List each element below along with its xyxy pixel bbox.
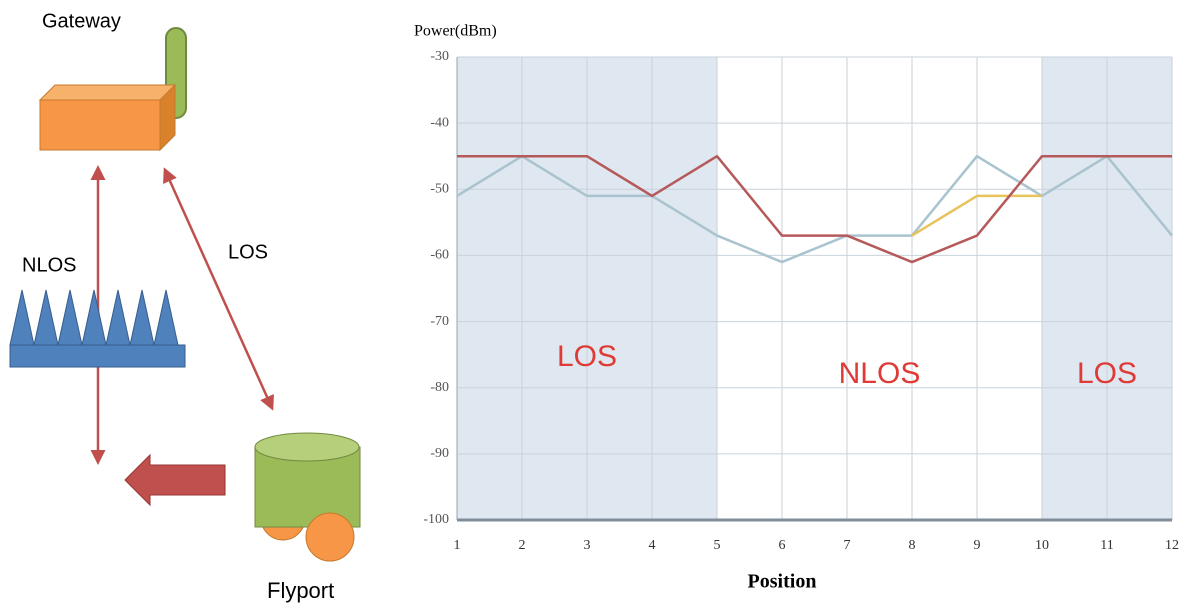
flyport-top <box>254 432 360 462</box>
gateway-top <box>38 84 177 101</box>
obstacle-base <box>9 344 186 368</box>
region-label: NLOS <box>839 357 921 390</box>
x-tick-label: 10 <box>1035 538 1049 553</box>
x-tick-label: 8 <box>909 538 916 553</box>
gateway-label: Gateway <box>42 10 121 32</box>
y-tick-label: -70 <box>430 314 449 329</box>
x-tick-label: 1 <box>454 538 461 553</box>
x-tick-label: 11 <box>1100 538 1113 553</box>
wheel <box>305 512 355 562</box>
region-label: LOS <box>557 340 617 373</box>
x-tick-label: 4 <box>649 538 656 553</box>
x-tick-label: 6 <box>779 538 786 553</box>
x-tick-label: 7 <box>844 538 851 553</box>
los-label: LOS <box>228 241 268 263</box>
diagram: Gateway NLOS LOS Flyport <box>9 10 361 603</box>
y-tick-label: -80 <box>430 380 449 395</box>
series-line <box>457 154 1172 264</box>
move-arrow <box>124 453 226 507</box>
obstacle-spikes <box>9 289 179 346</box>
nlos-label: NLOS <box>22 254 76 276</box>
flyport-label: Flyport <box>267 578 334 603</box>
x-tick-label: 12 <box>1165 538 1179 553</box>
x-axis-title: Position <box>748 571 817 593</box>
chart: Power(dBm) Position -30 -40 -50 -60 -70 -80 -9… <box>414 23 1179 593</box>
y-tick-label: -40 <box>430 115 449 130</box>
y-tick-label: -90 <box>430 446 449 461</box>
y-axis-title: Power(dBm) <box>414 23 497 40</box>
x-tick-label: 5 <box>714 538 721 553</box>
y-tick-label: -50 <box>430 182 449 197</box>
region-label: LOS <box>1077 357 1137 390</box>
y-tick-label: -100 <box>423 512 449 527</box>
region <box>717 57 1042 520</box>
x-tick-label: 3 <box>584 538 591 553</box>
gateway-box <box>39 99 161 151</box>
series-line <box>911 194 1042 237</box>
los-arrow <box>163 167 274 411</box>
y-tick-label: -30 <box>430 49 449 64</box>
x-tick-label: 9 <box>974 538 981 553</box>
x-tick-label: 2 <box>519 538 526 553</box>
y-tick-label: -60 <box>430 248 449 263</box>
series-line <box>456 154 1173 264</box>
